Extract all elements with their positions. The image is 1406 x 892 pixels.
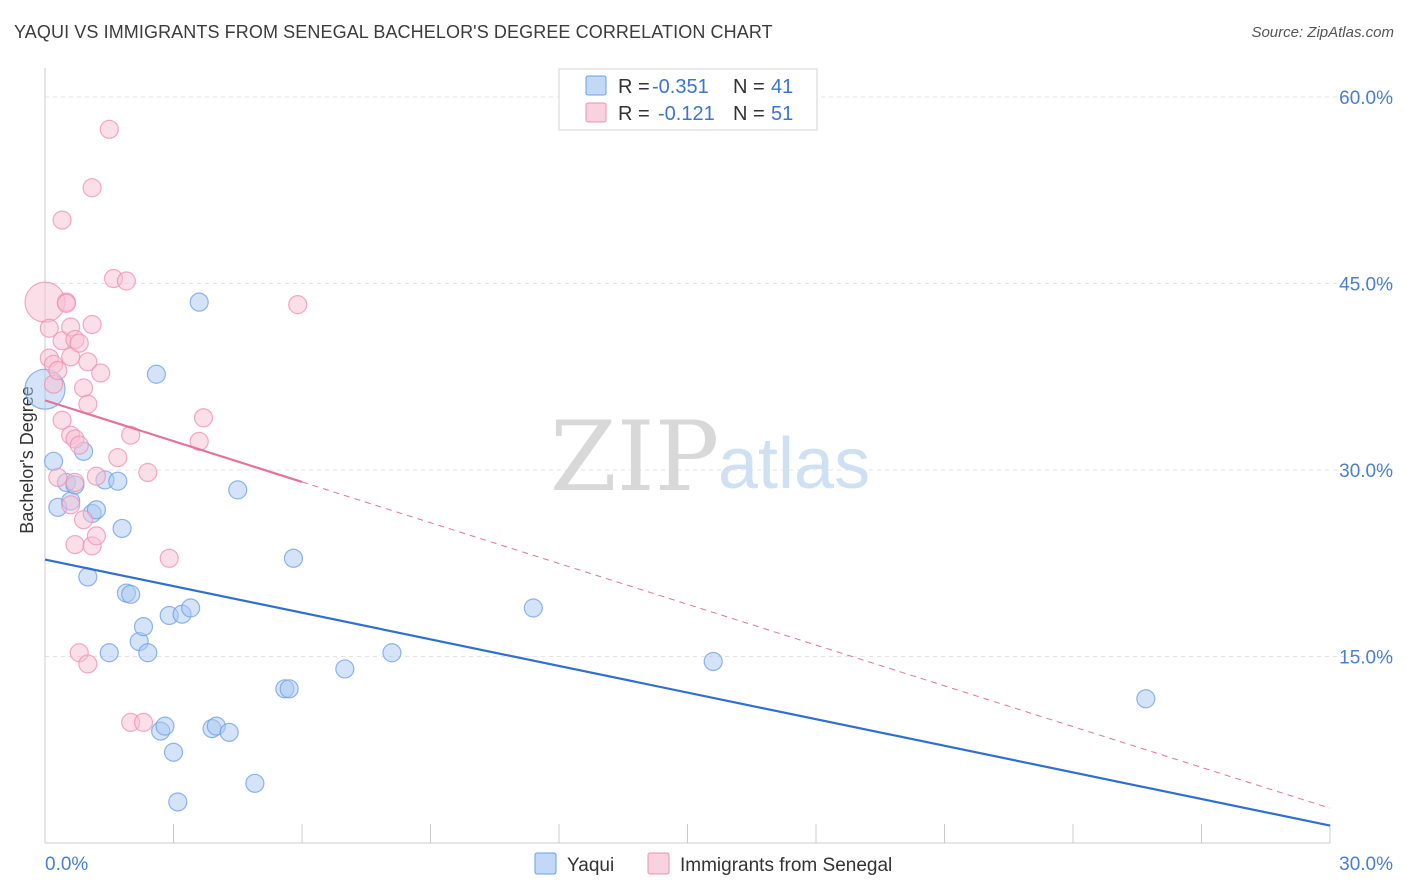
yaqui-point-40 [1136, 689, 1156, 709]
legend-swatch-yaqui [585, 75, 607, 96]
yaqui-point-9 [86, 500, 107, 520]
senegal-point-22 [69, 333, 89, 353]
bottom-legend-swatch-senegal [647, 852, 670, 875]
watermark-atlas: atlas [718, 424, 870, 504]
watermark-zip: ZIP [550, 401, 719, 513]
yaqui-point-13 [112, 518, 132, 539]
x-tick-labels: 0.0% 30.0% [45, 854, 1393, 875]
yaqui-point-35 [283, 548, 304, 568]
axes [44, 68, 1331, 844]
stats-legend: R = -0.351 N = 41 R = -0.121 N = 51 [558, 68, 818, 131]
senegal-point-26 [78, 352, 98, 372]
yaqui-point-39 [703, 651, 723, 672]
senegal-point-6 [48, 360, 68, 381]
yaqui-point-11 [99, 643, 119, 663]
senegal-point-45 [288, 295, 308, 315]
senegal-point-16 [65, 534, 85, 555]
yaqui-point-30 [219, 722, 239, 742]
senegal-point-36 [108, 447, 128, 468]
senegal-trend-line-dashed [301, 481, 1331, 809]
data-points [24, 119, 1156, 812]
bottom-legend-label-yaqui: Yaqui [567, 855, 614, 876]
source-credit: Source: ZipAtlas.com [1251, 24, 1394, 41]
yaqui-point-36 [335, 659, 355, 679]
watermark: ZIP atlas [550, 401, 870, 513]
yaqui-point-27 [189, 292, 209, 312]
x-tick-label-0: 0.0% [45, 854, 88, 875]
legend-n-label-yaqui: N = [733, 76, 765, 98]
senegal-point-9 [52, 210, 72, 230]
senegal-point-23 [73, 510, 94, 530]
y-tick-label-3: 60.0% [1339, 88, 1393, 109]
legend-n-value-senegal: 51 [771, 103, 793, 125]
senegal-point-20 [69, 435, 89, 455]
y-axis-label: Bachelor's Degree [17, 386, 37, 534]
yaqui-point-23 [163, 742, 184, 762]
yaqui-point-38 [523, 598, 543, 618]
yaqui-point-34 [279, 679, 299, 699]
bottom-legend-label-senegal: Immigrants from Senegal [680, 855, 892, 876]
senegal-point-42 [159, 548, 179, 568]
senegal-point-27 [78, 394, 98, 414]
yaqui-point-21 [155, 716, 175, 736]
senegal-point-24 [73, 378, 94, 398]
senegal-point-25 [78, 654, 98, 674]
gridlines [45, 96, 1395, 657]
senegal-point-18 [65, 472, 85, 493]
legend-r-value-senegal: -0.121 [658, 103, 715, 125]
yaqui-point-1 [43, 451, 64, 471]
yaqui-trend-line [44, 558, 1331, 827]
y-tick-label-1: 30.0% [1339, 461, 1393, 482]
senegal-point-15 [61, 495, 81, 515]
trend-lines [44, 399, 1331, 827]
senegal-point-37 [116, 271, 136, 291]
senegal-point-28 [82, 178, 102, 198]
legend-r-label-yaqui: R = [618, 76, 650, 98]
senegal-trend-line-solid [44, 399, 303, 483]
senegal-point-41 [138, 462, 158, 483]
senegal-point-11 [56, 293, 77, 313]
x-tick-label-1: 30.0% [1339, 854, 1393, 875]
legend-n-label-senegal: N = [733, 103, 765, 125]
chart-title: YAQUI VS IMMIGRANTS FROM SENEGAL BACHELO… [14, 22, 773, 42]
yaqui-point-17 [133, 617, 154, 637]
yaqui-point-12 [108, 471, 128, 491]
legend-n-value-yaqui: 41 [771, 76, 793, 98]
yaqui-point-37 [382, 643, 402, 663]
senegal-point-31 [86, 466, 107, 486]
senegal-point-38 [121, 425, 141, 445]
senegal-point-5 [48, 467, 68, 488]
senegal-point-33 [91, 363, 111, 383]
senegal-point-7 [52, 410, 72, 430]
legend-swatch-senegal [585, 102, 607, 123]
yaqui-point-18 [138, 643, 158, 663]
bottom-legend-swatch-yaqui [534, 852, 557, 875]
senegal-point-44 [193, 408, 214, 428]
legend-r-value-yaqui: -0.351 [652, 76, 709, 98]
yaqui-point-32 [245, 773, 265, 793]
y-tick-labels: 15.0% 30.0% 45.0% 60.0% [1339, 88, 1393, 669]
yaqui-point-31 [228, 480, 248, 500]
senegal-point-1 [39, 318, 59, 338]
y-tick-label-0: 15.0% [1339, 648, 1393, 669]
yaqui-point-15 [121, 584, 141, 604]
series-legend: Yaqui Immigrants from Senegal [534, 852, 892, 876]
yaqui-point-19 [146, 364, 166, 384]
senegal-point-32 [86, 526, 107, 546]
yaqui-point-24 [168, 792, 188, 812]
senegal-point-29 [82, 314, 102, 335]
y-tick-label-2: 45.0% [1339, 275, 1393, 296]
senegal-point-34 [99, 119, 119, 139]
senegal-point-40 [133, 712, 154, 732]
yaqui-point-26 [181, 598, 201, 618]
legend-r-label-senegal: R = [618, 103, 650, 125]
